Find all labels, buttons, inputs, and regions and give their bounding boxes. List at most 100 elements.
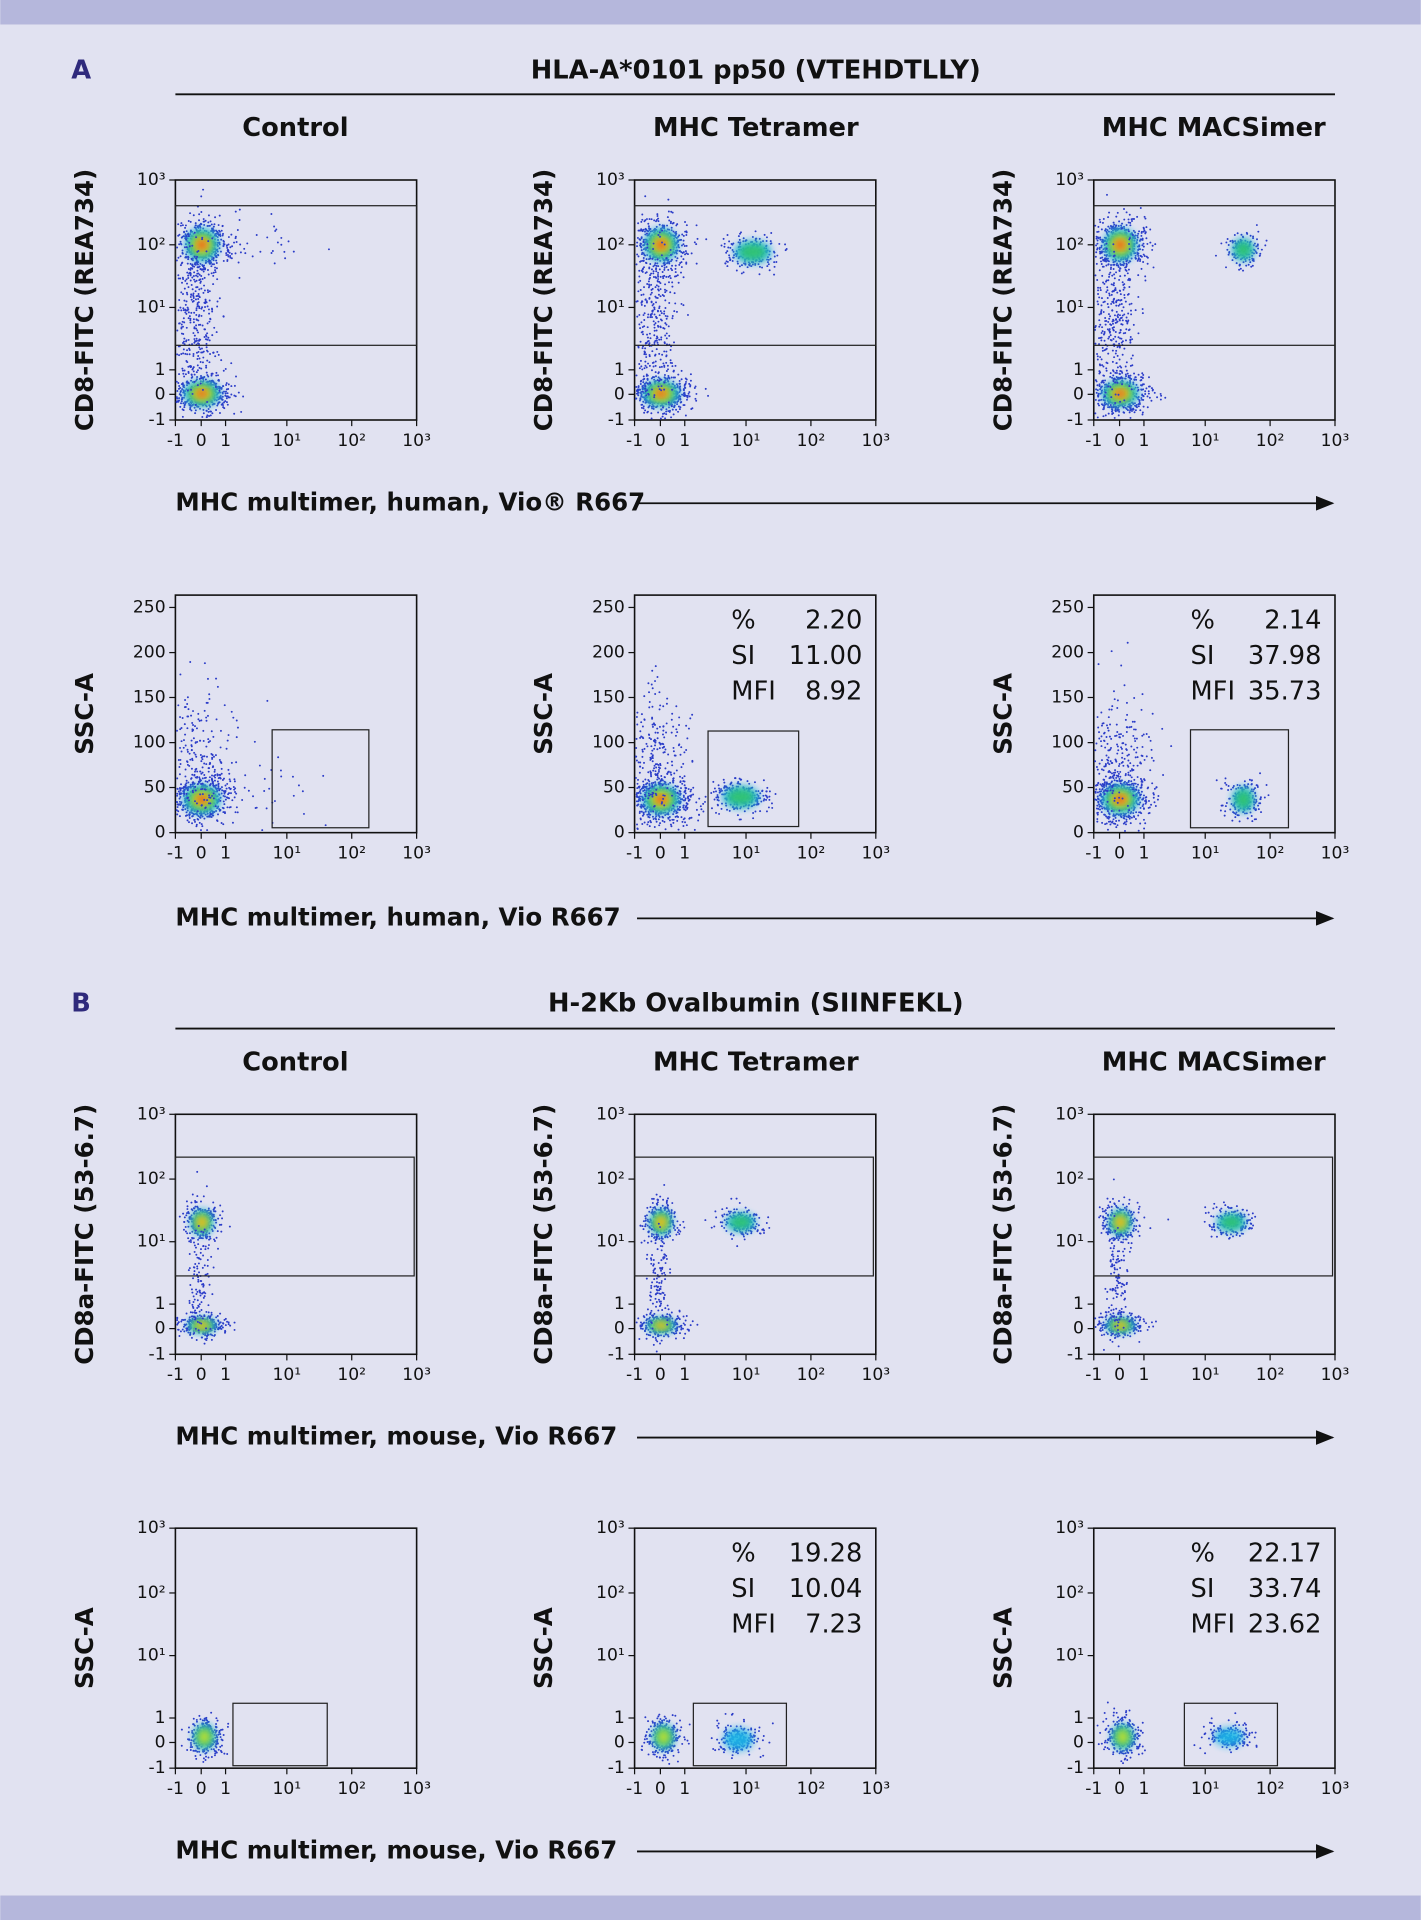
x-tick-label: -1 [167,431,184,451]
event-dot [187,286,190,289]
event-dot [1121,263,1124,266]
event-dot [1141,411,1144,414]
event-dot [1130,220,1133,222]
event-dot [650,412,653,415]
event-dot [1128,286,1131,288]
event-dot [205,416,208,419]
event-dot [1108,273,1111,276]
event-dot [1115,310,1118,313]
event-dot [241,798,244,801]
event-dot [763,233,766,236]
event-dot [183,321,186,324]
event-dot [1148,396,1151,399]
event-dot [1214,254,1217,257]
event-dot [195,274,198,277]
event-dot [1095,262,1098,265]
event-dot [1122,332,1125,335]
event-dot [1127,312,1130,315]
event-dot [201,777,204,780]
event-dot [1137,248,1140,251]
event-dot [1121,222,1124,225]
event-dot [192,294,195,297]
event-dot [1099,323,1102,326]
event-dot [657,411,660,414]
event-dot [664,417,667,420]
event-dot [1097,402,1100,405]
event-dot [681,233,684,236]
event-dot [255,233,258,236]
event-dot [181,281,183,284]
event-dot [200,347,203,350]
event-dot [208,339,211,342]
event-dot [187,220,190,222]
event-dot [201,268,204,271]
event-dot [1147,390,1150,393]
event-dot [1094,274,1097,277]
event-dot [182,317,185,320]
event-dot [1095,244,1098,247]
event-dot [211,227,213,230]
event-dot [664,306,667,309]
event-dot [1126,320,1129,323]
event-dot [637,222,640,225]
event-dot [668,334,671,337]
event-dot [211,263,214,266]
event-dot [659,295,662,298]
event-dot [645,300,648,303]
x-tick-label: 10¹ [732,431,761,451]
event-dot [238,276,241,279]
event-dot [658,379,661,382]
event-dot [234,811,237,814]
event-dot [689,384,692,387]
event-dot [651,407,654,410]
event-dot [183,287,186,290]
event-dot [188,353,191,356]
event-dot [193,231,196,234]
event-dot [638,363,641,366]
event-dot [228,806,231,809]
event-dot [680,255,683,258]
event-dot [1110,302,1113,305]
event-dot [1113,223,1116,226]
event-dot [179,242,182,245]
event-dot [1123,225,1125,228]
event-dot [197,315,200,318]
event-dot [1159,398,1162,401]
event-dot [663,365,666,368]
event-dot [646,340,649,343]
event-dot [638,367,641,370]
event-dot [675,259,678,262]
event-dot [191,276,194,279]
event-dot [1101,379,1104,382]
event-dot [665,332,668,335]
event-dot [1096,416,1099,419]
event-dot [212,257,215,260]
event-dot [728,254,731,257]
event-dot [1103,395,1106,398]
event-dot [671,264,674,267]
event-dot [652,247,655,250]
event-dot [207,291,210,294]
event-dot [1113,356,1116,359]
event-dot [1094,412,1097,415]
event-dot [742,271,745,274]
event-dot [200,367,203,370]
event-dot [642,314,645,317]
event-dot [201,324,204,327]
event-dot [223,240,225,243]
event-dot [197,818,200,821]
event-dot [218,247,221,250]
event-dot [659,235,662,238]
event-dot [1127,230,1130,233]
event-dot [175,401,178,404]
event-dot [212,351,215,354]
event-dot [182,293,184,295]
event-dot [1112,298,1115,301]
event-dot [1094,379,1097,382]
event-dot [653,219,656,222]
event-dot [1144,217,1147,220]
event-dot [211,307,213,310]
event-dot [1132,229,1135,232]
event-dot [193,255,196,258]
x-tick-label: 10³ [861,431,890,451]
